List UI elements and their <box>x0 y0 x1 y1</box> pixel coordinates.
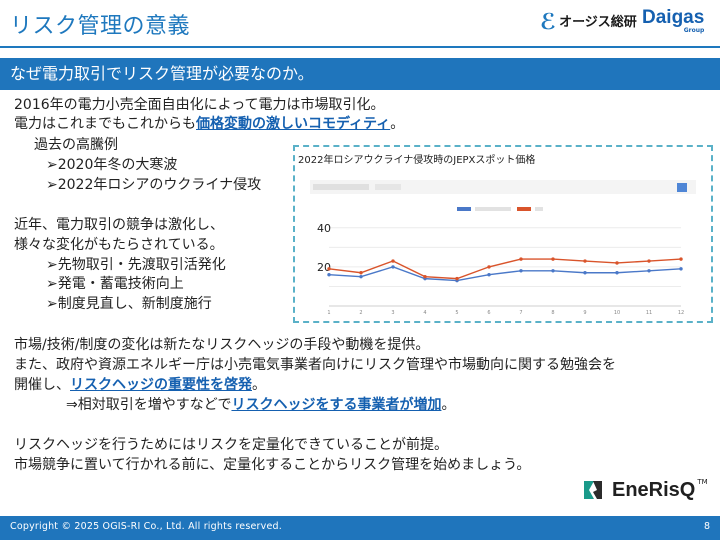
daigas-logo-name: Daigas <box>642 7 705 28</box>
list-item: ➢発電・蓄電技術向上 <box>46 276 184 292</box>
past-examples-label: 過去の高騰例 <box>34 137 118 153</box>
body-text: 様々な変化がもたらされている。 <box>14 237 224 253</box>
body-text: ⇒相対取引を増やすなどでリスクヘッジをする事業者が増加。 <box>66 397 456 413</box>
page-title: リスク管理の意義 <box>10 14 191 39</box>
data-point <box>519 269 523 273</box>
data-point <box>423 274 427 279</box>
enerisq-mark-icon <box>584 481 602 499</box>
x-tick-label: 1 <box>327 310 330 316</box>
legend-label-placeholder <box>535 207 543 211</box>
x-tick-label: 11 <box>646 310 652 316</box>
daigas-logo: Daigas Group <box>642 7 705 35</box>
list-item: ➢制度見直し、新制度施行 <box>46 296 212 312</box>
footer-bar: Copyright © 2025 OGIS-RI Co., Ltd. All r… <box>0 516 720 540</box>
x-tick-label: 9 <box>583 310 586 316</box>
section-banner: なぜ電力取引でリスク管理が必要なのか。 <box>0 58 720 90</box>
data-point <box>615 261 619 265</box>
data-point <box>455 276 459 281</box>
body-text: また、政府や資源エネルギー庁は小売電気事業者向けにリスク管理や市場動向に関する勉… <box>14 357 616 373</box>
data-point <box>583 259 587 263</box>
data-point <box>487 265 491 269</box>
data-point <box>519 257 523 261</box>
enerisq-logo-text: EneRisQ <box>612 478 696 501</box>
data-point <box>647 269 651 273</box>
legend-label-placeholder <box>475 207 511 211</box>
y-tick-label: 40 <box>317 222 331 235</box>
data-point <box>583 271 587 275</box>
data-point <box>679 267 683 271</box>
data-point <box>679 257 683 261</box>
series-line <box>328 258 682 280</box>
title-divider <box>0 46 720 48</box>
x-tick-label: 5 <box>455 310 458 316</box>
data-point <box>391 265 395 269</box>
trademark-mark: TM <box>697 478 708 486</box>
chart-frame <box>293 145 713 323</box>
highlight-commodity: 価格変動の激しいコモディティ <box>196 116 391 132</box>
list-item: ➢2022年ロシアのウクライナ侵攻 <box>46 177 262 193</box>
x-tick-label: 8 <box>551 310 554 316</box>
series-line <box>328 266 682 282</box>
data-point <box>359 271 363 275</box>
highlight-hedging-companies: リスクヘッジをする事業者が増加 <box>231 397 442 413</box>
legend-swatch <box>517 207 531 211</box>
legend-swatch <box>457 207 471 211</box>
highlight-risk-hedge-awareness: リスクヘッジの重要性を啓発 <box>70 377 252 393</box>
body-text: 開催し、リスクヘッジの重要性を啓発。 <box>14 377 266 393</box>
chart-toolbar-text-placeholder <box>375 184 401 190</box>
x-tick-label: 3 <box>391 310 394 316</box>
ogis-logo: ℰ オージス総研 <box>540 10 637 36</box>
chart-toolbar <box>310 180 696 194</box>
data-point <box>647 259 651 263</box>
data-point <box>327 273 331 277</box>
body-text: リスクヘッジを行うためにはリスクを定量化できていることが前提。 <box>14 437 448 453</box>
body-text: 近年、電力取引の競争は激化し、 <box>14 217 224 233</box>
ogis-mark-icon: ℰ <box>540 10 557 35</box>
body-text: 電力はこれまでもこれからも価格変動の激しいコモディティ。 <box>14 116 405 132</box>
x-tick-label: 6 <box>487 310 490 316</box>
x-tick-label: 7 <box>519 310 522 316</box>
enerisq-logo: EneRisQ TM <box>580 478 712 502</box>
list-item: ➢先物取引・先渡取引活発化 <box>46 257 226 273</box>
body-text: 市場/技術/制度の変化は新たなリスクヘッジの手段や動機を提供。 <box>14 337 430 353</box>
x-tick-label: 12 <box>678 310 684 316</box>
page-number: 8 <box>703 521 710 532</box>
chart-toolbar-text-placeholder <box>313 184 369 190</box>
chart-toolbar-button <box>677 183 687 192</box>
x-tick-label: 10 <box>614 310 620 316</box>
ogis-logo-text: オージス総研 <box>559 15 637 31</box>
copyright-text: Copyright © 2025 OGIS-RI Co., Ltd. All r… <box>10 521 282 532</box>
data-point <box>551 257 555 261</box>
body-text: 2016年の電力小売全面自由化によって電力は市場取引化。 <box>14 97 385 113</box>
x-tick-label: 2 <box>359 310 362 316</box>
data-point <box>327 267 331 271</box>
daigas-logo-group: Group <box>683 27 705 34</box>
chart-screenshot: 40 20 1 2 3 4 5 6 7 8 9 10 11 12 <box>307 178 699 316</box>
list-item: ➢2020年冬の大寒波 <box>46 157 178 173</box>
y-tick-label: 20 <box>317 261 331 274</box>
chart-caption: 2022年ロシアウクライナ侵攻時のJEPXスポット価格 <box>298 155 536 166</box>
data-point <box>359 274 363 279</box>
data-point <box>551 269 555 273</box>
data-point <box>487 273 491 277</box>
x-tick-label: 4 <box>423 310 426 316</box>
data-point <box>391 259 395 263</box>
data-point <box>615 271 619 275</box>
body-text: 市場競争に置いて行かれる前に、定量化することからリスク管理を始めましょう。 <box>14 457 531 473</box>
